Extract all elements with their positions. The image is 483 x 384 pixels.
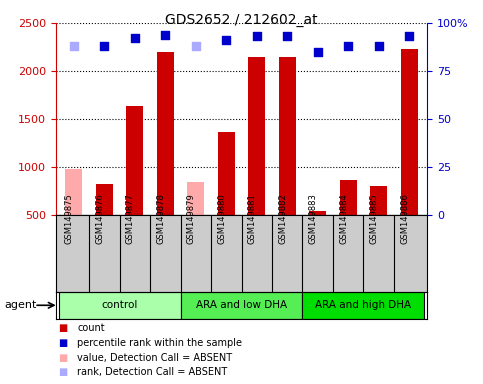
- Bar: [187, 182, 204, 215]
- Text: agent: agent: [5, 300, 37, 310]
- Text: ■: ■: [58, 323, 67, 333]
- Text: ARA and high DHA: ARA and high DHA: [315, 300, 412, 310]
- Bar: [340, 180, 356, 215]
- Bar: [66, 169, 82, 215]
- Text: GSM149881: GSM149881: [248, 194, 257, 244]
- Bar: [370, 186, 387, 215]
- Text: value, Detection Call = ABSENT: value, Detection Call = ABSENT: [77, 353, 232, 362]
- Text: GSM149875: GSM149875: [65, 194, 74, 244]
- Bar: [181, 292, 302, 319]
- Text: GSM149880: GSM149880: [217, 194, 226, 244]
- Text: ARA and low DHA: ARA and low DHA: [196, 300, 287, 310]
- Text: rank, Detection Call = ABSENT: rank, Detection Call = ABSENT: [77, 367, 227, 377]
- Text: ■: ■: [58, 353, 67, 362]
- Text: GSM149882: GSM149882: [278, 194, 287, 244]
- Text: GSM149886: GSM149886: [400, 194, 409, 244]
- Point: [344, 43, 352, 49]
- Text: ■: ■: [58, 338, 67, 348]
- Bar: [302, 292, 425, 319]
- Text: percentile rank within the sample: percentile rank within the sample: [77, 338, 242, 348]
- Text: GSM149879: GSM149879: [187, 194, 196, 244]
- Text: control: control: [101, 300, 138, 310]
- Text: GSM149878: GSM149878: [156, 194, 165, 244]
- Text: GSM149883: GSM149883: [309, 194, 318, 244]
- Text: GSM149876: GSM149876: [95, 194, 104, 244]
- Text: GSM149885: GSM149885: [369, 194, 379, 244]
- Bar: [279, 56, 296, 215]
- Point: [284, 33, 291, 40]
- Point: [314, 49, 322, 55]
- Text: ■: ■: [58, 367, 67, 377]
- Text: GDS2652 / 212602_at: GDS2652 / 212602_at: [165, 13, 318, 27]
- Text: count: count: [77, 323, 105, 333]
- Point: [100, 43, 108, 49]
- Point: [161, 31, 169, 38]
- Point: [375, 43, 383, 49]
- Bar: [127, 106, 143, 215]
- Point: [253, 33, 261, 40]
- Point: [192, 43, 199, 49]
- Bar: [248, 56, 265, 215]
- Text: GSM149877: GSM149877: [126, 194, 135, 244]
- Bar: [96, 184, 113, 215]
- Bar: [157, 52, 174, 215]
- Bar: [309, 211, 326, 215]
- Point: [70, 43, 78, 49]
- Point: [131, 35, 139, 41]
- Bar: [218, 131, 235, 215]
- Bar: [58, 292, 181, 319]
- Text: GSM149884: GSM149884: [339, 194, 348, 244]
- Bar: [401, 49, 417, 215]
- Point: [405, 33, 413, 40]
- Point: [222, 37, 230, 43]
